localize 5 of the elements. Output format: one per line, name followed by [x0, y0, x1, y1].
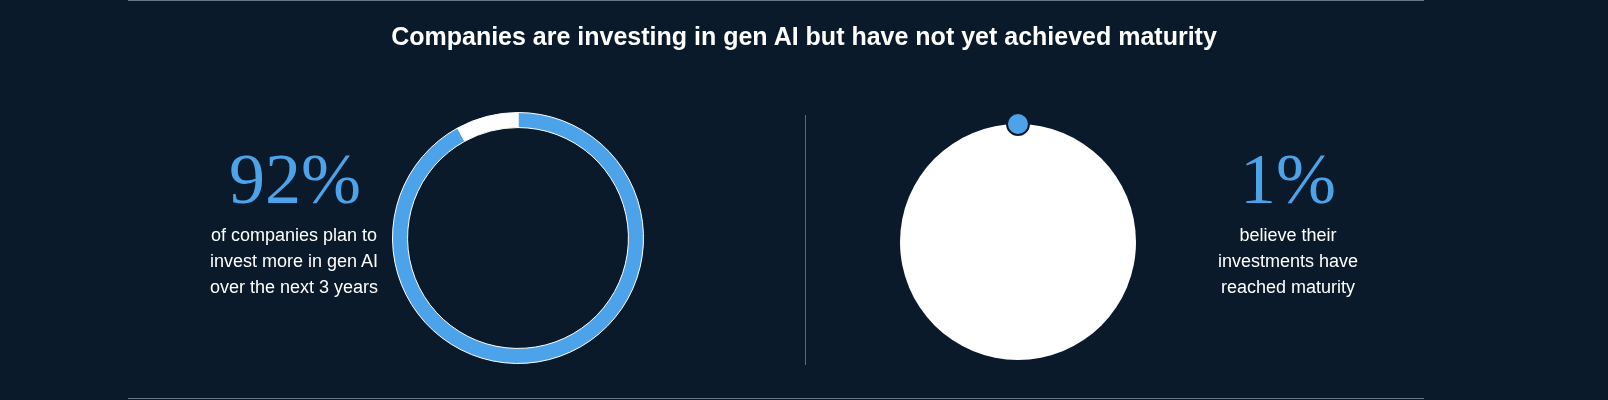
text: 1% [1239, 138, 1337, 221]
text: believe their investments have reached maturity [1216, 224, 1360, 299]
text: of companies plan to invest more in gen AI over the next 3 years [208, 224, 380, 299]
text: 92% [228, 138, 362, 221]
text: Companies are investing in gen AI but have not yet achieved maturity [390, 22, 1218, 51]
